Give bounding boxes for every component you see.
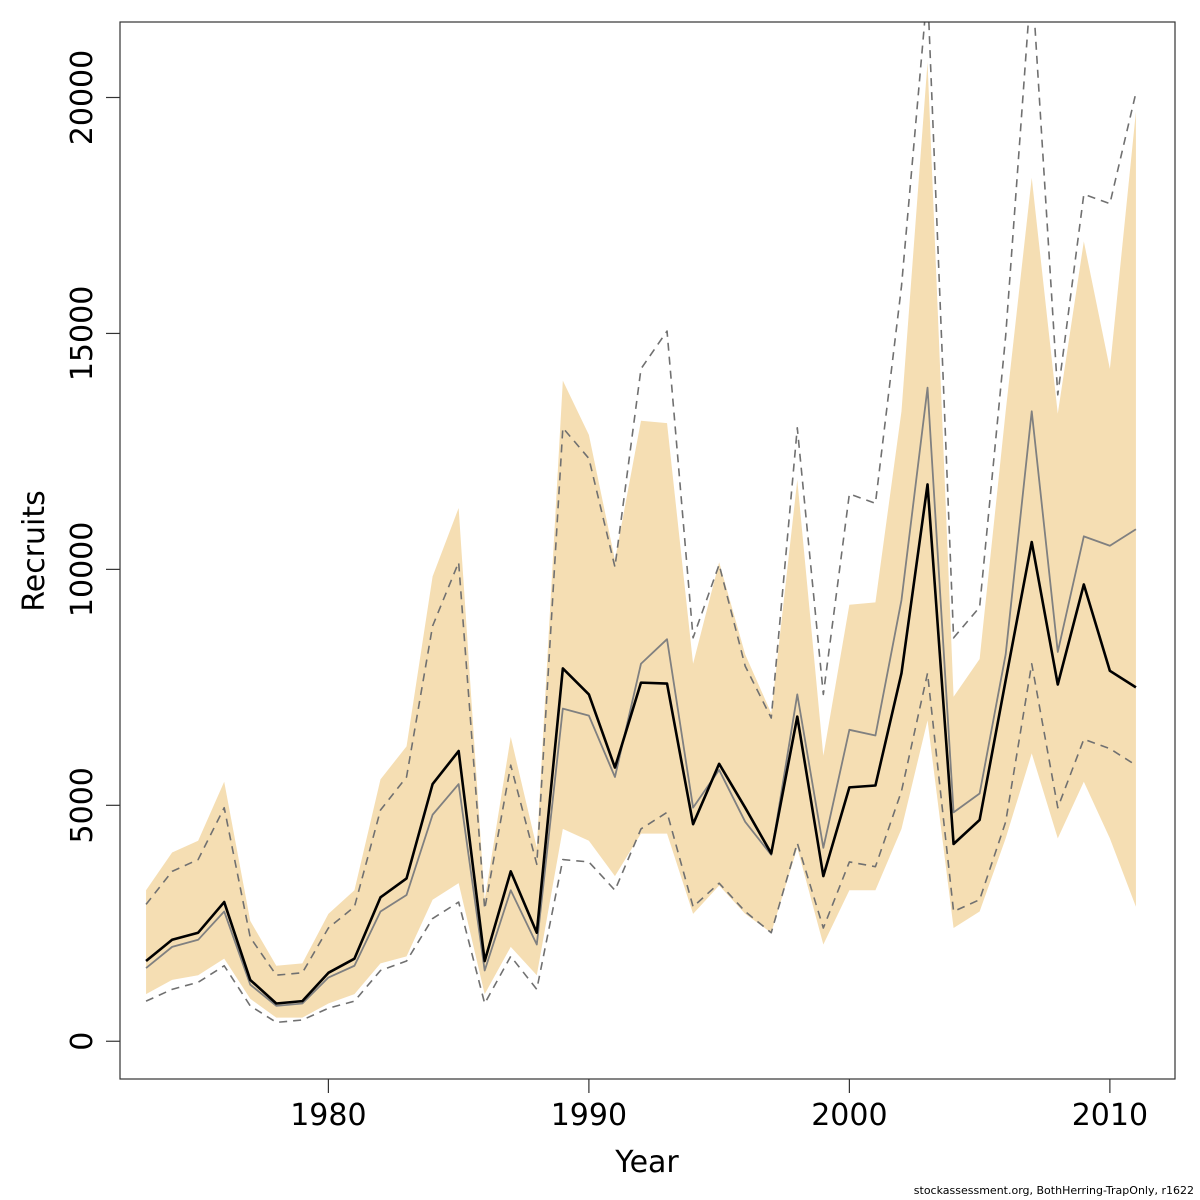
confidence-band — [146, 62, 1136, 1018]
dashed-lower-line — [145, 662, 1137, 1024]
secondary-estimate-line — [145, 386, 1137, 1007]
x-tick-label: 2000 — [811, 1098, 887, 1133]
main-estimate-line — [145, 483, 1137, 1005]
x-axis-title: Year — [614, 1145, 679, 1180]
y-tick-label: 15000 — [65, 286, 100, 381]
y-axis-title: Recruits — [17, 490, 52, 612]
plot-frame — [119, 21, 1176, 1080]
x-tick-label: 1980 — [290, 1098, 366, 1133]
x-tick-label: 2010 — [1072, 1098, 1148, 1133]
y-tick-label: 20000 — [65, 50, 100, 145]
y-tick-label: 5000 — [65, 767, 100, 843]
y-tick-label: 10000 — [65, 522, 100, 617]
axis-layer: 1980 1990 2000 2010 0 5000 10000 15000 20000 — [65, 50, 1148, 1133]
x-tick-label: 1990 — [551, 1098, 627, 1133]
footer-caption: stockassessment.org, BothHerring-TrapOnl… — [913, 1184, 1194, 1197]
plot-layer — [145, 22, 1137, 1024]
dashed-upper-line — [145, 22, 1137, 976]
y-tick-label: 0 — [65, 1032, 100, 1051]
